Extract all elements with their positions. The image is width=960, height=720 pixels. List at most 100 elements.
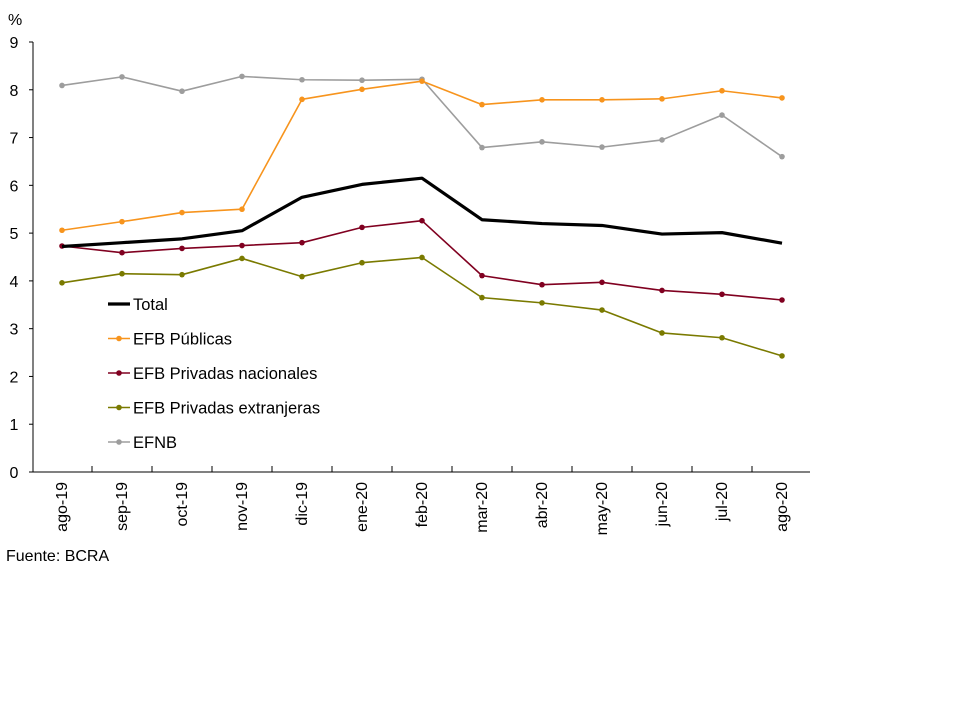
- series-efb-privadas-nacionales: [59, 217, 785, 303]
- data-point: [479, 272, 485, 279]
- data-point: [779, 95, 785, 101]
- data-point: [179, 88, 185, 95]
- x-tick-label: jun-20: [654, 482, 671, 528]
- x-tick-label: ene-20: [354, 482, 371, 532]
- data-point: [299, 273, 305, 280]
- y-tick-label: 5: [10, 226, 19, 243]
- source-note: Fuente: BCRA: [6, 548, 110, 565]
- series-layer: [59, 73, 785, 359]
- legend-label: EFNB: [133, 434, 177, 452]
- data-point: [239, 242, 245, 249]
- legend: Total EFB Públicas EFB Privadas nacionales…: [108, 296, 320, 452]
- data-point: [599, 279, 605, 286]
- data-point: [539, 97, 545, 103]
- data-point: [239, 73, 245, 80]
- data-point: [119, 218, 125, 225]
- data-point: [299, 96, 305, 103]
- data-point: [59, 227, 65, 234]
- data-point: [479, 101, 485, 108]
- data-point: [359, 224, 365, 231]
- x-tick-label: ago-19: [54, 482, 71, 532]
- y-tick-label: 3: [10, 322, 19, 339]
- legend-item: EFB Públicas: [108, 331, 232, 349]
- data-point: [419, 217, 425, 224]
- legend-item: EFB Privadas nacionales: [108, 365, 317, 383]
- data-point: [59, 280, 65, 286]
- data-point: [419, 254, 425, 261]
- data-point: [59, 82, 65, 89]
- x-tick-label: oct-19: [174, 482, 191, 527]
- legend-label: EFB Privadas extranjeras: [133, 400, 320, 418]
- data-point: [539, 281, 545, 288]
- x-tick-label: dic-19: [294, 482, 311, 526]
- y-tick-label: 2: [10, 369, 19, 386]
- data-point: [719, 291, 725, 298]
- legend-marker: [116, 404, 122, 411]
- data-point: [659, 330, 665, 336]
- data-point: [299, 239, 305, 246]
- series-line: [61, 80, 783, 232]
- series-total: [61, 176, 783, 249]
- y-tick-label: 7: [10, 131, 19, 148]
- x-tick-label: sep-19: [114, 482, 131, 531]
- x-tick-label: abr-20: [534, 482, 551, 528]
- y-tick-label: 4: [10, 274, 19, 291]
- y-tick-label: 8: [10, 83, 19, 100]
- data-point: [419, 78, 425, 84]
- x-tick-label: ago-20: [774, 482, 791, 532]
- data-point: [719, 334, 725, 341]
- data-point: [239, 255, 245, 262]
- series-line: [61, 75, 783, 158]
- data-point: [659, 137, 665, 143]
- data-point: [359, 86, 365, 93]
- data-point: [599, 97, 605, 103]
- series-line: [61, 176, 783, 249]
- data-point: [359, 259, 365, 266]
- legend-marker: [116, 370, 122, 376]
- data-point: [179, 245, 185, 252]
- data-point: [779, 297, 785, 303]
- series-efb-privadas-extranjeras: [59, 254, 785, 359]
- axes: 0 1 2 3 4 5 6 7 8 9 ago-19 sep-19 oct-19 nov-19 dic-19…: [10, 35, 810, 535]
- data-point: [719, 112, 725, 118]
- data-point: [119, 74, 125, 80]
- legend-label: Total: [133, 296, 168, 314]
- legend-marker: [116, 335, 122, 342]
- x-tick-label: nov-19: [234, 482, 251, 531]
- legend-label: EFB Públicas: [133, 331, 232, 349]
- y-tick-label: 6: [10, 178, 19, 195]
- legend-marker: [116, 439, 122, 445]
- data-point: [119, 270, 125, 277]
- data-point: [479, 294, 485, 301]
- legend-item: EFNB: [108, 434, 177, 452]
- data-point: [359, 77, 365, 84]
- legend-item: EFB Privadas extranjeras: [108, 400, 320, 418]
- series-efb-p-blicas: [59, 78, 785, 234]
- data-point: [539, 300, 545, 306]
- data-point: [179, 271, 185, 278]
- data-point: [779, 153, 785, 160]
- series-efnb: [59, 73, 785, 160]
- y-tick-label: 0: [10, 465, 19, 482]
- data-point: [179, 209, 185, 216]
- data-point: [659, 287, 665, 294]
- y-unit-label: %: [8, 12, 22, 29]
- x-tick-label: may-20: [594, 482, 611, 535]
- data-point: [299, 76, 305, 83]
- data-point: [539, 139, 545, 145]
- y-tick-label: 1: [10, 417, 19, 434]
- data-point: [479, 144, 485, 151]
- data-point: [719, 87, 725, 94]
- legend-label: EFB Privadas nacionales: [133, 365, 317, 383]
- legend-item: Total: [108, 296, 168, 314]
- x-tick-label: jul-20: [714, 482, 731, 522]
- data-point: [779, 353, 785, 359]
- data-point: [659, 96, 665, 102]
- data-point: [239, 206, 245, 213]
- data-point: [599, 144, 605, 150]
- data-point: [119, 249, 125, 256]
- data-point: [599, 307, 605, 313]
- y-tick-label: 9: [10, 35, 19, 52]
- x-tick-label: feb-20: [414, 482, 431, 527]
